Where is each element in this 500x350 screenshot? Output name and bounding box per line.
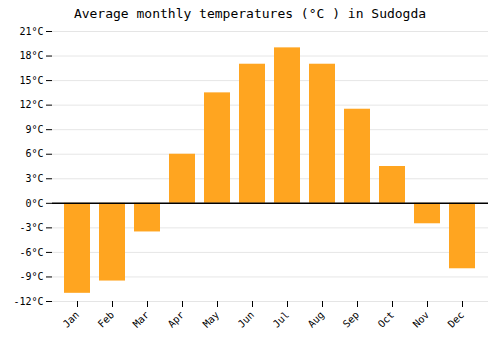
svg-text:Sep: Sep: [341, 309, 362, 330]
svg-text:Jan: Jan: [61, 309, 82, 330]
svg-text:Dec: Dec: [446, 309, 467, 330]
svg-text:-12°C: -12°C: [13, 296, 43, 307]
svg-text:6°C: 6°C: [25, 148, 43, 159]
svg-text:Feb: Feb: [96, 309, 117, 330]
svg-text:12°C: 12°C: [19, 99, 43, 110]
html-text:Average monthly temperatures (: Average monthly temperatures (°C ) in Su…: [73, 6, 427, 21]
svg-text:Oct: Oct: [376, 309, 397, 330]
svg-text:Aug: Aug: [306, 309, 327, 330]
svg-text:Nov: Nov: [411, 309, 432, 330]
svg-text:-9°C: -9°C: [19, 271, 43, 282]
svg-text:-3°C: -3°C: [19, 222, 43, 233]
svg-text:Jun: Jun: [236, 309, 257, 330]
svg-text:3°C: 3°C: [25, 173, 43, 184]
svg-text:Mar: Mar: [131, 309, 152, 330]
svg-text:Apr: Apr: [166, 309, 187, 330]
svg-text:9°C: 9°C: [25, 124, 43, 135]
svg-text:0°C: 0°C: [25, 198, 43, 209]
svg-text:May: May: [201, 309, 222, 330]
svg-text:18°C: 18°C: [19, 50, 43, 61]
svg-text:-6°C: -6°C: [19, 247, 43, 258]
svg-text:21°C: 21°C: [19, 26, 43, 37]
svg-text:15°C: 15°C: [19, 75, 43, 86]
svg-text:Jul: Jul: [271, 309, 292, 330]
